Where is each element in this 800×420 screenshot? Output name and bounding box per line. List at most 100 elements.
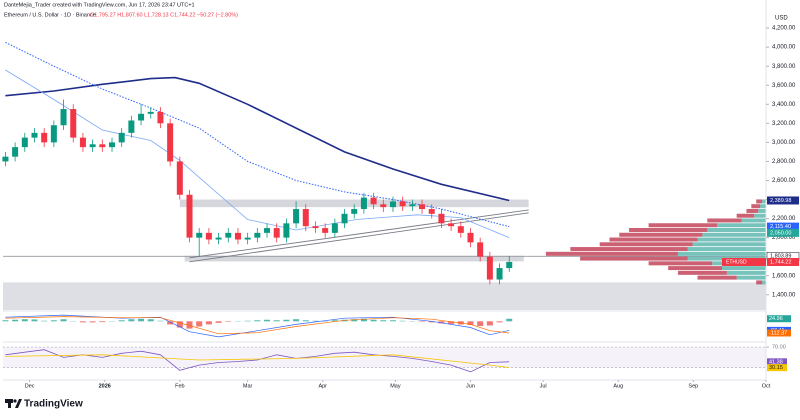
candle-body (138, 114, 144, 121)
price-label: 1,744.22 (770, 259, 791, 265)
volume-profile-up (693, 242, 766, 246)
volume-profile-up (707, 228, 766, 232)
candle-body (380, 204, 386, 207)
candle-body (303, 209, 309, 226)
candle-body (109, 142, 115, 147)
macd-histogram (90, 321, 96, 322)
y-tick-label: 1,400.00 (772, 292, 796, 298)
volume-profile-up (698, 238, 766, 242)
candle-body (51, 125, 57, 142)
macd-histogram (303, 320, 309, 321)
candle-body (206, 233, 212, 240)
volume-profile-up (742, 218, 766, 222)
macd-histogram (506, 319, 512, 322)
candle-body (448, 223, 454, 226)
volume-profile-down (546, 252, 678, 256)
macd-histogram (12, 320, 18, 322)
x-tick-label: 2026 (99, 383, 111, 389)
candle-body (22, 138, 28, 148)
candle-body (61, 109, 67, 125)
y-tick-label: 3,200.00 (772, 121, 796, 127)
candle-body (371, 198, 377, 205)
volume-profile-down (668, 266, 722, 270)
candle-body (400, 201, 406, 206)
macd-histogram (128, 319, 134, 321)
volume-profile-down (619, 233, 702, 237)
macd-histogram (22, 319, 28, 321)
x-tick-label: Sep (688, 383, 698, 389)
volume-profile-up (702, 233, 766, 237)
candle-body (119, 133, 125, 143)
candle-body (177, 161, 183, 194)
x-tick-label: Feb (175, 383, 184, 389)
volume-profile-up (737, 276, 766, 280)
macd-histogram (293, 319, 299, 321)
macd-histogram (380, 320, 386, 321)
y-tick-label: 3,400.00 (772, 102, 796, 108)
macd-histogram (61, 319, 67, 321)
axis-unit: USD (775, 16, 788, 22)
price-tag: ETHUSD (726, 259, 747, 265)
macd-histogram (497, 321, 503, 322)
price-label: 2,389.98 (770, 198, 791, 204)
candle-body (128, 120, 134, 132)
candle-body (274, 228, 280, 238)
macd-histogram (80, 321, 86, 322)
chart-title: DanteMejia_Trader created with TradingVi… (4, 2, 195, 8)
volume-profile-down (580, 257, 688, 261)
macd-histogram (206, 321, 212, 324)
macd-histogram (245, 321, 251, 322)
candle-body (80, 138, 86, 148)
candle-body (216, 238, 222, 240)
candle-body (361, 198, 367, 209)
candle-body (167, 123, 173, 161)
volume-profile-up (722, 266, 766, 270)
price-label: 2,050.00 (770, 230, 791, 236)
volume-profile-down (629, 228, 707, 232)
candle-body (497, 268, 503, 279)
volume-profile-up (688, 247, 766, 251)
zone (3, 282, 766, 310)
macd-histogram (41, 321, 47, 322)
volume-profile-down (609, 238, 697, 242)
symbol-legend: Ethereum / U.S. Dollar · 1D · Binance (4, 12, 96, 18)
volume-profile-down (756, 199, 762, 203)
x-tick-label: Mar (243, 383, 253, 389)
candle-body (2, 157, 8, 162)
macd-histogram (31, 319, 37, 321)
y-tick-label: 3,000.00 (772, 140, 796, 146)
candle-body (312, 226, 318, 228)
volume-profile-down (756, 280, 762, 284)
volume-profile-down (737, 214, 755, 218)
macd-histogram (371, 320, 377, 322)
candle-body (225, 233, 231, 238)
volume-profile-down (600, 242, 693, 246)
candle-body (254, 233, 260, 238)
y-tick-label: 4,200.00 (772, 26, 796, 32)
volume-profile-up (678, 252, 766, 256)
candle-body (438, 214, 444, 224)
x-tick-label: Dec (25, 383, 35, 389)
candle-body (70, 109, 76, 138)
candle-body (245, 238, 251, 240)
candle-body (90, 144, 96, 147)
macd-histogram (119, 320, 125, 321)
volume-profile-down (751, 204, 760, 208)
macd-histogram (148, 319, 154, 321)
candle-body (293, 209, 299, 223)
y-tick-label: 1,600.00 (772, 273, 796, 279)
candle-body (506, 262, 512, 268)
macd-histogram (400, 321, 406, 322)
volume-profile-up (754, 214, 766, 218)
candle-body (467, 233, 473, 243)
macd-histogram (419, 321, 425, 322)
macd-histogram (264, 320, 270, 322)
candle-body (187, 195, 193, 238)
macd-histogram (51, 320, 57, 321)
macd-histogram (196, 321, 202, 326)
y-tick-label: 3,600.00 (772, 83, 796, 89)
y-tick-label: 2,800.00 (772, 159, 796, 165)
macd-histogram (477, 321, 483, 326)
rsi-band (3, 347, 766, 368)
candle-body (12, 147, 18, 157)
